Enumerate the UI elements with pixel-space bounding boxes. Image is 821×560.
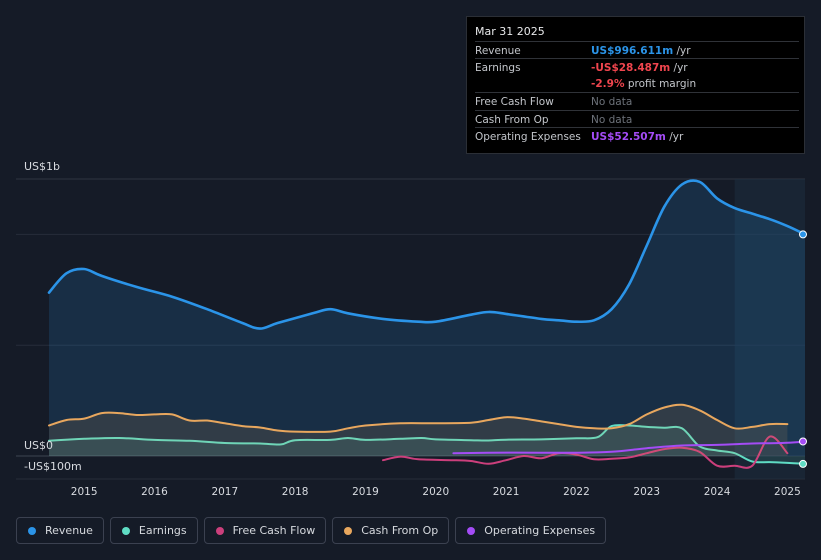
cash-from-op-area: [49, 404, 788, 456]
chart-gridlines: [16, 178, 805, 480]
legend-dot-icon: [28, 526, 36, 535]
y-axis-label-top: US$1b: [24, 160, 60, 173]
revenue-line: [47, 179, 807, 330]
x-tick-label: 2019: [352, 486, 379, 498]
data-tooltip: Mar 31 2025 Revenue US$996.611m /yr Earn…: [466, 16, 805, 154]
x-tick-label: 2023: [633, 486, 660, 498]
tooltip-row-cash-from-op: Cash From Op No data: [475, 110, 799, 127]
tooltip-row-operating-expenses: Operating Expenses US$52.507m /yr: [475, 127, 799, 144]
cash-from-op-line: [48, 403, 789, 433]
tooltip-value: -US$28.487m /yr: [591, 62, 688, 74]
x-tick-label: 2024: [704, 486, 731, 498]
x-tick-label: 2015: [71, 486, 98, 498]
y-axis-label-zero: US$0: [24, 439, 53, 452]
legend-item-free-cash-flow[interactable]: Free Cash Flow: [203, 517, 327, 544]
legend-label: Free Cash Flow: [232, 524, 316, 537]
legend-dot-icon: [467, 526, 476, 535]
legend-dot-icon: [215, 526, 224, 535]
legend-item-revenue[interactable]: Revenue: [16, 517, 104, 544]
series-layer: [47, 179, 807, 469]
tooltip-value: No data: [591, 114, 633, 126]
legend-item-earnings[interactable]: Earnings: [109, 517, 198, 544]
x-tick-label: 2020: [422, 486, 449, 498]
tooltip-row-free-cash-flow: Free Cash Flow No data: [475, 92, 799, 109]
y-axis-label-bottom: -US$100m: [24, 460, 82, 473]
tooltip-margin: -2.9% profit margin: [591, 78, 697, 90]
x-tick-label: 2022: [563, 486, 590, 498]
legend-item-cash-from-op[interactable]: Cash From Op: [332, 517, 450, 544]
x-tick-label: 2018: [282, 486, 309, 498]
tooltip-label: Cash From Op: [475, 114, 549, 126]
legend-label: Operating Expenses: [484, 524, 596, 537]
legend-dot-icon: [344, 526, 353, 535]
tooltip-value: US$52.507m /yr: [591, 131, 684, 143]
x-tick-label: 2021: [493, 486, 520, 498]
legend-label: Earnings: [138, 524, 187, 537]
tooltip-row-revenue: Revenue US$996.611m /yr: [475, 41, 799, 58]
revenue-area: [49, 180, 805, 456]
x-tick-label: 2017: [211, 486, 238, 498]
operating-expenses-end-marker: [799, 437, 807, 446]
chart-legend: Revenue Earnings Free Cash Flow Cash Fro…: [16, 517, 607, 546]
free-cash-flow-line: [382, 435, 789, 469]
earnings-line: [48, 424, 806, 465]
earnings-end-marker: [799, 459, 807, 468]
tooltip-value: No data: [591, 96, 633, 108]
legend-dot-icon: [121, 526, 130, 535]
tooltip-date: Mar 31 2025: [475, 25, 545, 38]
axis-layer: US$1b US$0 -US$100m 2015 2016 2017 2018 2019 202…: [24, 160, 801, 498]
tooltip-row-earnings: Earnings -US$28.487m /yr: [475, 58, 799, 75]
tooltip-value: US$996.611m /yr: [591, 45, 691, 57]
tooltip-label: Operating Expenses: [475, 131, 581, 143]
x-tick-label: 2025: [774, 486, 801, 498]
revenue-end-marker: [799, 230, 807, 239]
tooltip-label: Free Cash Flow: [475, 96, 554, 108]
tooltip-row-profit-margin: -2.9% profit margin: [475, 75, 799, 92]
earnings-area: [49, 424, 805, 464]
legend-label: Revenue: [45, 524, 93, 537]
tooltip-label: Earnings: [475, 62, 521, 74]
operating-expenses-line: [452, 440, 806, 455]
x-tick-label: 2016: [141, 486, 168, 498]
legend-label: Cash From Op: [361, 524, 439, 537]
legend-item-operating-expenses[interactable]: Operating Expenses: [455, 517, 607, 544]
tooltip-label: Revenue: [475, 45, 521, 57]
